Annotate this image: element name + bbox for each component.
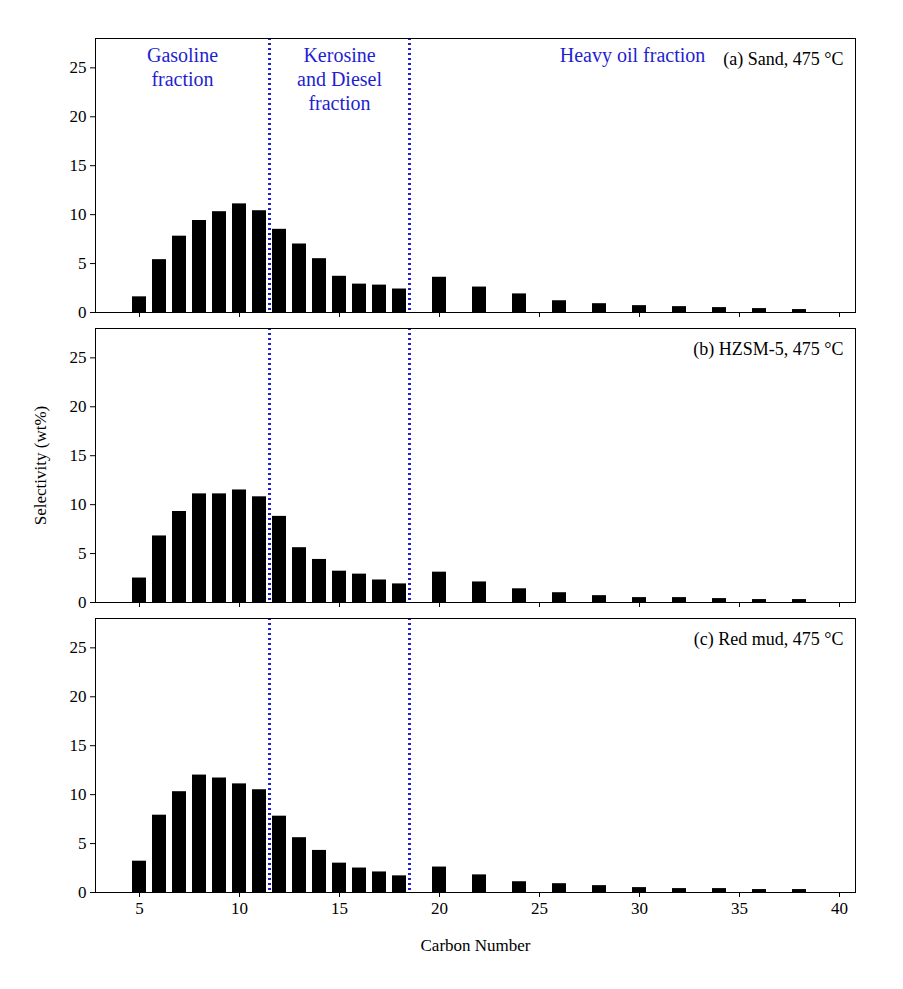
svg-text:5: 5 — [78, 544, 87, 563]
svg-text:25: 25 — [531, 899, 548, 918]
svg-text:10: 10 — [70, 205, 87, 224]
svg-text:0: 0 — [78, 303, 87, 318]
svg-text:15: 15 — [70, 446, 87, 465]
svg-text:10: 10 — [231, 899, 248, 918]
svg-text:5: 5 — [78, 254, 87, 273]
svg-text:20: 20 — [70, 107, 87, 126]
svg-text:0: 0 — [78, 593, 87, 608]
svg-text:5: 5 — [135, 899, 144, 918]
svg-text:25: 25 — [70, 638, 87, 657]
svg-text:(c) Red mud, 475 °C: (c) Red mud, 475 °C — [694, 629, 844, 650]
svg-text:10: 10 — [70, 785, 87, 804]
svg-text:25: 25 — [70, 58, 87, 77]
svg-text:20: 20 — [431, 899, 448, 918]
svg-text:Selectivity (wt%): Selectivity (wt%) — [31, 406, 50, 525]
svg-text:0: 0 — [78, 883, 87, 902]
svg-text:40: 40 — [831, 899, 848, 918]
svg-text:5: 5 — [78, 834, 87, 853]
svg-text:Carbon Number: Carbon Number — [420, 936, 530, 955]
svg-text:15: 15 — [70, 736, 87, 755]
svg-text:30: 30 — [631, 899, 648, 918]
svg-text:20: 20 — [70, 397, 87, 416]
svg-text:(a) Sand, 475 °C: (a) Sand, 475 °C — [723, 49, 843, 70]
svg-text:25: 25 — [70, 348, 87, 367]
svg-text:35: 35 — [731, 899, 748, 918]
svg-text:15: 15 — [331, 899, 348, 918]
svg-text:Heavy oil fraction: Heavy oil fraction — [560, 44, 706, 67]
svg-text:Gasolinefraction: Gasolinefraction — [147, 44, 218, 90]
svg-text:20: 20 — [70, 687, 87, 706]
svg-text:10: 10 — [70, 495, 87, 514]
svg-text:(b) HZSM-5, 475 °C: (b) HZSM-5, 475 °C — [693, 339, 843, 360]
svg-text:Kerosineand Dieselfraction: Kerosineand Dieselfraction — [297, 44, 382, 114]
svg-text:15: 15 — [70, 156, 87, 175]
